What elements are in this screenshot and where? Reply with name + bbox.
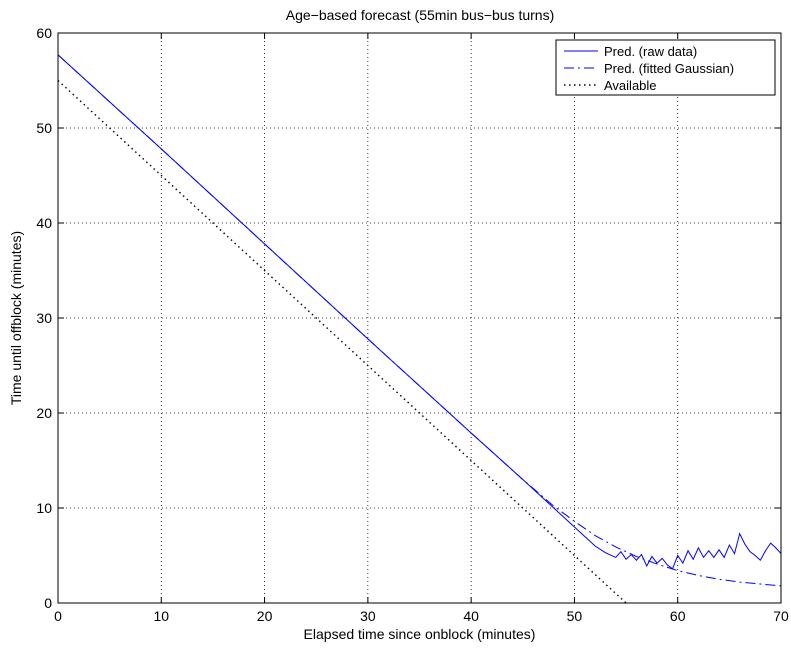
grid xyxy=(58,33,781,603)
series-line-2 xyxy=(57,54,782,587)
chart-title: Age−based forecast (55min bus−bus turns) xyxy=(286,7,555,23)
x-tick-label: 20 xyxy=(257,608,273,624)
y-tick-label: 50 xyxy=(36,120,52,136)
y-axis-title: Time until offblock (minutes) xyxy=(8,231,24,405)
axis-ticks: 0 10 20 30 40 50 60 70 0 10 20 30 40 50 60 xyxy=(36,25,789,624)
legend-label: Available xyxy=(604,78,657,93)
x-tick-label: 0 xyxy=(54,608,62,624)
y-tick-label: 40 xyxy=(36,215,52,231)
y-tick-label: 10 xyxy=(36,500,52,516)
series-line-3 xyxy=(57,79,627,604)
y-tick-label: 0 xyxy=(44,595,52,611)
x-tick-label: 50 xyxy=(567,608,583,624)
series-line-1 xyxy=(57,54,782,570)
legend-label: Pred. (raw data) xyxy=(604,44,697,59)
x-tick-label: 60 xyxy=(670,608,686,624)
x-tick-label: 70 xyxy=(773,608,789,624)
plot-lines xyxy=(57,54,782,604)
legend-label: Pred. (fitted Gaussian) xyxy=(604,61,734,76)
y-tick-label: 60 xyxy=(36,25,52,41)
legend: Pred. (raw data) Pred. (fitted Gaussian) A… xyxy=(555,39,776,96)
y-tick-label: 30 xyxy=(36,310,52,326)
x-tick-label: 40 xyxy=(463,608,479,624)
y-tick-label: 20 xyxy=(36,405,52,421)
x-tick-label: 30 xyxy=(360,608,376,624)
x-tick-label: 10 xyxy=(153,608,169,624)
x-axis-title: Elapsed time since onblock (minutes) xyxy=(304,626,536,642)
